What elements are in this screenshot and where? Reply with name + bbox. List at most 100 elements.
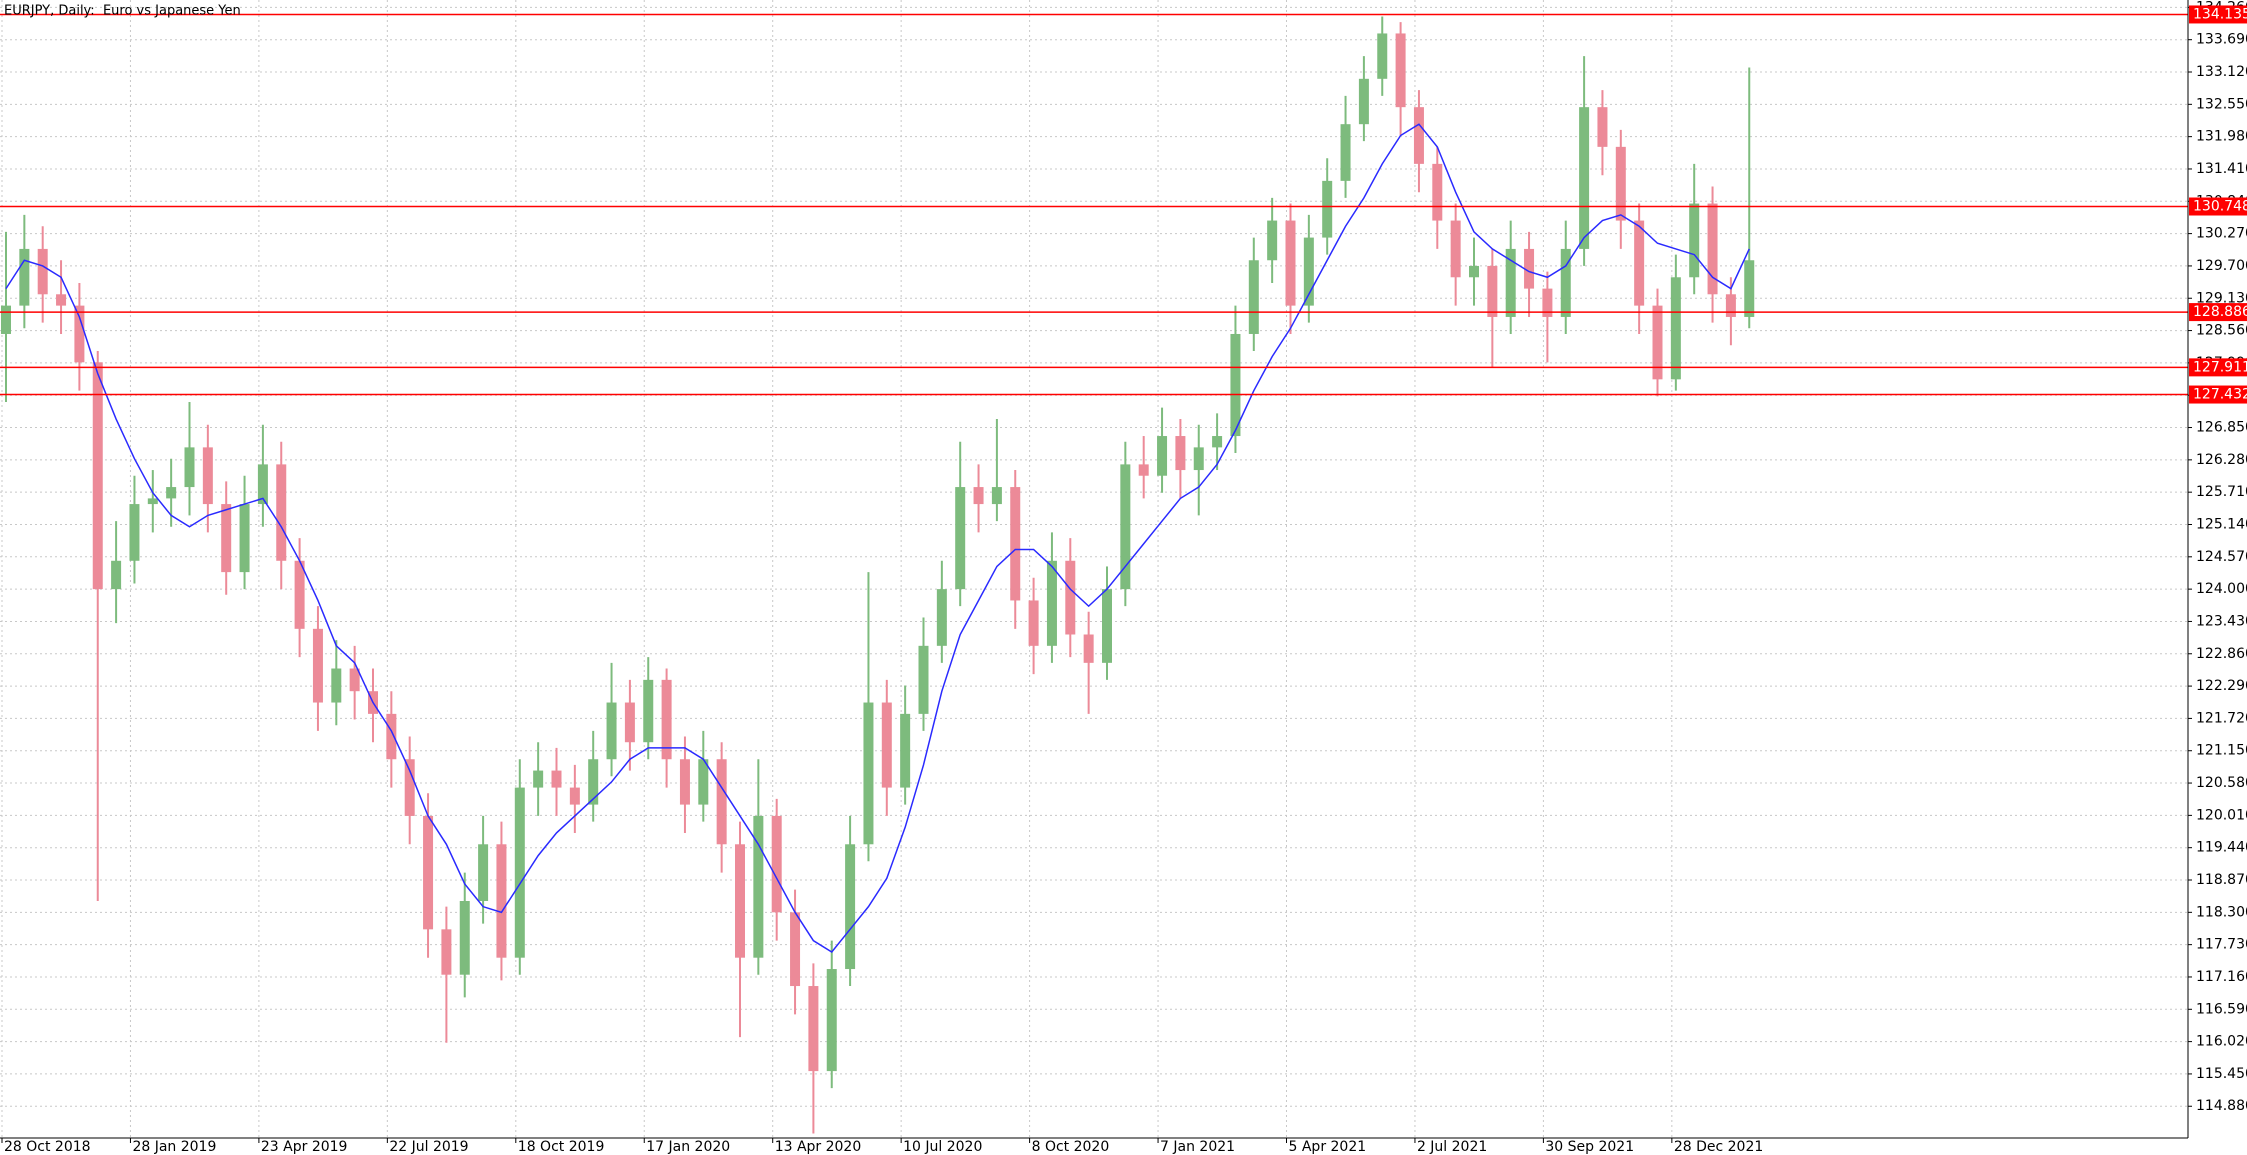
y-tick-label: 114.880	[2196, 1098, 2247, 1114]
candle-body	[918, 645, 929, 714]
candle-body	[973, 487, 984, 505]
candle-body	[991, 487, 1002, 505]
level-label-box	[2189, 197, 2247, 216]
candle-body	[423, 815, 434, 930]
x-tick-label: 28 Oct 2018	[4, 1139, 91, 1155]
candle-body	[1267, 220, 1278, 261]
candle-body	[1413, 107, 1424, 164]
candle-body	[826, 969, 837, 1072]
candle-body	[900, 713, 911, 788]
candle-body	[1358, 78, 1369, 125]
candle-body	[1579, 107, 1590, 249]
y-tick-label: 125.710	[2196, 484, 2247, 500]
x-tick-label: 28 Dec 2021	[1674, 1139, 1763, 1155]
candle-body	[1487, 265, 1498, 317]
y-tick-label: 129.700	[2196, 258, 2247, 274]
candle-body	[1340, 124, 1351, 181]
y-tick-label: 118.870	[2196, 872, 2247, 888]
y-tick-label: 123.430	[2196, 613, 2247, 629]
candle-body	[1065, 560, 1076, 635]
candle-body	[1138, 464, 1149, 476]
candle-body	[1193, 447, 1204, 471]
candle-body	[349, 668, 360, 692]
y-tick-label: 126.850	[2196, 420, 2247, 436]
candle-body	[166, 487, 177, 499]
candle-body	[111, 560, 122, 590]
candle-body	[1303, 237, 1314, 306]
y-tick-label: 130.270	[2196, 226, 2247, 242]
candle-body	[1377, 33, 1388, 79]
candle-body	[1432, 163, 1443, 221]
level-label-box	[2189, 5, 2247, 24]
candle-body	[1634, 220, 1645, 306]
y-tick-label: 126.280	[2196, 452, 2247, 468]
level-label: 128.886	[2193, 304, 2247, 320]
plot	[0, 13, 2188, 1134]
candle-body	[1102, 589, 1112, 663]
x-tick-label: 28 Jan 2019	[132, 1139, 216, 1155]
candle-body	[1615, 146, 1626, 221]
candle-body	[239, 504, 250, 573]
x-tick-label: 23 Apr 2019	[261, 1139, 348, 1155]
y-tick-label: 129.130	[2196, 290, 2247, 306]
candle-body	[129, 504, 140, 561]
candle-body	[92, 362, 103, 590]
candle-body	[1505, 248, 1516, 317]
candle-body	[698, 759, 709, 805]
candle-body	[863, 702, 874, 845]
level-label: 127.911	[2193, 359, 2247, 375]
candle-body	[1652, 305, 1663, 380]
y-tick-label: 132.550	[2196, 96, 2247, 112]
x-tick-label: 8 Oct 2020	[1032, 1139, 1110, 1155]
candle-body	[1157, 436, 1168, 476]
candle-body	[496, 844, 507, 958]
candle-body	[386, 713, 397, 760]
x-tick-label: 7 Jan 2021	[1160, 1139, 1235, 1155]
y-tick-label: 117.160	[2196, 969, 2247, 985]
level-label: 127.432	[2193, 387, 2247, 403]
y-tick-label: 122.860	[2196, 646, 2247, 662]
x-tick-label: 5 Apr 2021	[1289, 1139, 1367, 1155]
y-tick-label: 119.440	[2196, 840, 2247, 856]
y-tick-label: 121.720	[2196, 710, 2247, 726]
candle-body	[312, 628, 323, 703]
y-tick-label: 121.150	[2196, 743, 2247, 759]
candle-body	[551, 770, 562, 788]
candle-body	[753, 815, 764, 958]
y-tick-label: 116.590	[2196, 1001, 2247, 1017]
candle-body	[1707, 203, 1718, 295]
candle-body	[1010, 487, 1021, 601]
candle-body	[955, 487, 966, 590]
y-tick-label: 124.570	[2196, 549, 2247, 565]
x-tick-label: 22 Jul 2019	[389, 1139, 468, 1155]
candle-body	[881, 702, 892, 788]
y-tick-label: 117.730	[2196, 937, 2247, 953]
candle-body	[294, 560, 305, 629]
candle-body	[790, 912, 801, 987]
candle-body	[533, 770, 544, 788]
level-label-box	[2189, 303, 2247, 322]
y-tick-label: 131.410	[2196, 161, 2247, 177]
candle-body	[1689, 203, 1700, 278]
candle-body	[147, 498, 158, 505]
candle-body	[404, 759, 415, 816]
candle-body	[1469, 265, 1479, 278]
y-tick-label: 131.980	[2196, 129, 2247, 145]
candle-body	[808, 986, 819, 1072]
candle-body	[1, 305, 11, 334]
level-label-box	[2189, 385, 2247, 404]
candle-body	[1120, 464, 1131, 590]
candle-body	[624, 702, 635, 743]
chart-title: EURJPY, Daily: Euro vs Japanese Yen	[4, 4, 241, 19]
y-tick-label: 125.140	[2196, 516, 2247, 532]
candle-body	[202, 447, 213, 505]
moving-average	[5, 123, 1750, 954]
candle-body	[1212, 436, 1223, 448]
candle-body	[1450, 220, 1461, 278]
candle-body	[1560, 248, 1571, 317]
candle-body	[478, 844, 489, 901]
y-tick-label: 133.120	[2196, 64, 2247, 80]
candle-body	[771, 815, 782, 913]
candle-body	[661, 679, 672, 760]
